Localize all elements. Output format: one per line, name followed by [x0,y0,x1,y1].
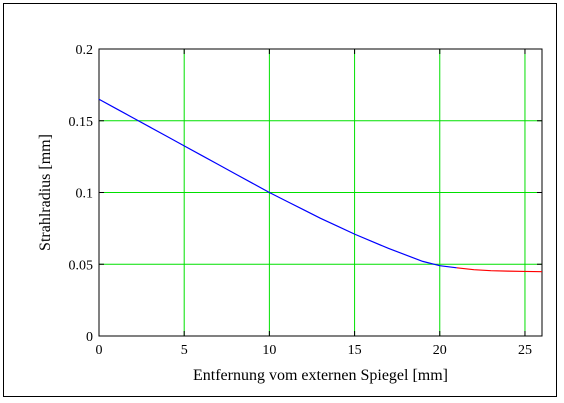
y-axis-label: Strahlradius [mm] [37,134,54,251]
series-lines [98,98,543,273]
x-tick-label: 10 [262,343,276,358]
y-tick-label: 0 [86,330,93,345]
y-tick-label: 0.05 [69,258,94,273]
x-tick-label: 20 [433,343,447,358]
x-tick-label: 5 [181,343,188,358]
series-line-1 [98,98,457,269]
y-tick-label: 0.1 [76,187,94,202]
y-tick-label: 0.2 [76,43,94,58]
series-line-2 [456,267,543,273]
grid-lines [99,49,542,336]
x-tick-label: 0 [96,343,103,358]
axis-ticks: 0 5 10 15 20 25 0 0.05 0.1 0.15 0.2 [69,43,542,358]
x-axis-label: Entfernung vom externen Spiegel [mm] [193,367,448,384]
x-tick-label: 25 [518,343,532,358]
y-tick-label: 0.15 [69,115,94,130]
x-tick-label: 15 [348,343,362,358]
chart-frame [3,3,557,397]
